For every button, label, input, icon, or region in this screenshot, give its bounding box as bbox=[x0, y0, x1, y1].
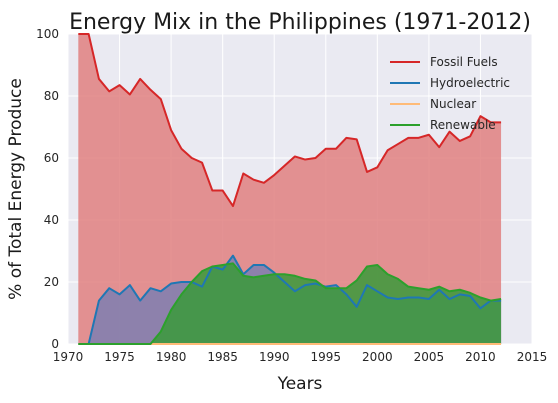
y-tick-label: 0 bbox=[51, 337, 59, 351]
series-areas bbox=[78, 34, 502, 344]
x-tick-label: 1990 bbox=[259, 350, 290, 364]
fossil-fuels-line bbox=[78, 33, 502, 208]
legend-label-fossil-fuels: Fossil Fuels bbox=[430, 55, 498, 69]
fossil-fuels-area bbox=[78, 34, 502, 344]
x-tick-labels: 1970 1975 1980 1985 1990 1995 2000 2005 2010 2015 bbox=[53, 350, 548, 364]
y-tick-label: 80 bbox=[44, 89, 59, 103]
legend-label-nuclear: Nuclear bbox=[430, 97, 476, 111]
x-tick-label: 2015 bbox=[517, 350, 548, 364]
renewable-area bbox=[78, 263, 502, 344]
hydroelectric-line bbox=[78, 254, 502, 345]
y-axis-label: % of Total Energy Produce bbox=[6, 78, 26, 300]
y-tick-label: 100 bbox=[36, 27, 59, 41]
series-lines bbox=[78, 33, 502, 345]
x-tick-label: 2005 bbox=[414, 350, 445, 364]
x-tick-label: 1985 bbox=[207, 350, 238, 364]
y-tick-label: 40 bbox=[44, 213, 59, 227]
legend: Fossil Fuels Hydroelectric Nuclear Renewabl… bbox=[390, 55, 510, 132]
y-tick-label: 20 bbox=[44, 275, 59, 289]
x-tick-label: 1970 bbox=[53, 350, 84, 364]
x-tick-label: 1975 bbox=[104, 350, 135, 364]
x-tick-label: 1980 bbox=[156, 350, 187, 364]
legend-label-renewable: Renewable bbox=[430, 118, 496, 132]
y-tick-label: 60 bbox=[44, 151, 59, 165]
x-tick-label: 2010 bbox=[465, 350, 496, 364]
x-tick-label: 1995 bbox=[311, 350, 342, 364]
renewable-line bbox=[78, 262, 502, 345]
x-tick-label: 2000 bbox=[362, 350, 393, 364]
chart-title: Energy Mix in the Philippines (1971-2012… bbox=[69, 10, 531, 35]
x-axis-label: Years bbox=[277, 374, 323, 394]
y-tick-labels: 0 20 40 60 80 100 bbox=[36, 27, 59, 351]
legend-label-hydroelectric: Hydroelectric bbox=[430, 76, 510, 90]
